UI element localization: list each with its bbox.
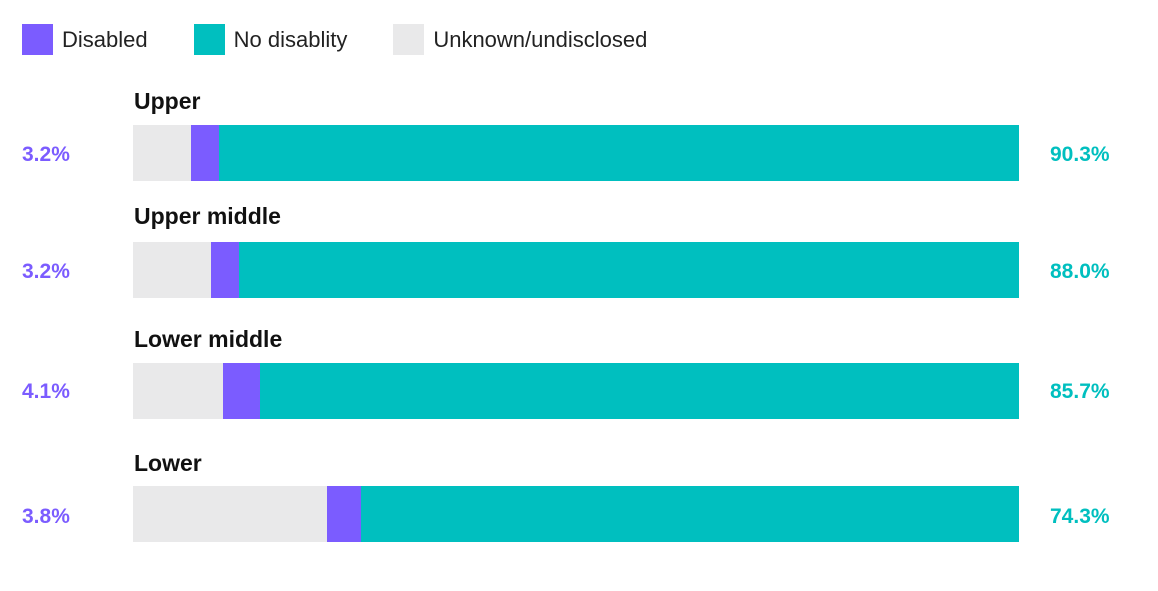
chart-legend: Disabled No disablity Unknown/undisclose… — [22, 24, 693, 55]
row-title-upper: Upper — [134, 88, 201, 114]
no-disability-value-label-lower: 74.3% — [1050, 505, 1110, 528]
disabled-value-label-upper: 3.2% — [22, 143, 70, 166]
stacked-bar-lower — [133, 486, 1019, 542]
no-disability-value-label-upper-middle: 88.0% — [1050, 260, 1110, 283]
bar-segment-disabled-upper-middle — [210, 242, 240, 298]
stacked-bar-lower-middle — [133, 363, 1019, 419]
disabled-value-label-lower-middle: 4.1% — [22, 380, 70, 403]
legend-label-disabled: Disabled — [62, 26, 148, 52]
bar-segment-no-disability-upper — [218, 125, 1019, 181]
bar-segment-no-disability-lower — [360, 486, 1019, 542]
stacked-bar-upper-middle — [133, 242, 1019, 298]
stacked-bar-upper — [133, 125, 1019, 181]
legend-swatch-no-disability — [193, 24, 225, 55]
legend-label-unknown: Unknown/undisclosed — [433, 26, 648, 52]
row-title-lower-middle: Lower middle — [134, 326, 283, 352]
row-title-upper-middle: Upper middle — [134, 203, 281, 229]
bar-segment-no-disability-upper-middle — [239, 242, 1019, 298]
legend-item-unknown: Unknown/undisclosed — [393, 24, 647, 55]
no-disability-value-label-lower-middle: 85.7% — [1050, 380, 1110, 403]
legend-swatch-disabled — [22, 24, 53, 55]
bar-segment-unknown-lower-middle — [133, 363, 224, 419]
bar-segment-no-disability-lower-middle — [259, 363, 1019, 419]
bar-segment-unknown-upper — [133, 125, 191, 181]
legend-swatch-unknown — [393, 24, 425, 55]
bar-segment-unknown-upper-middle — [133, 242, 211, 298]
no-disability-value-label-upper: 90.3% — [1050, 143, 1110, 166]
disabled-value-label-lower: 3.8% — [22, 505, 70, 528]
legend-item-no-disability: No disablity — [193, 24, 348, 55]
disabled-value-label-upper-middle: 3.2% — [22, 260, 70, 283]
bar-segment-disabled-upper — [190, 125, 219, 181]
bar-segment-unknown-lower — [133, 486, 328, 542]
legend-label-no-disability: No disablity — [233, 26, 348, 52]
legend-item-disabled: Disabled — [22, 24, 148, 55]
bar-segment-disabled-lower-middle — [223, 363, 260, 419]
bar-segment-disabled-lower — [327, 486, 361, 542]
row-title-lower: Lower — [134, 450, 202, 476]
